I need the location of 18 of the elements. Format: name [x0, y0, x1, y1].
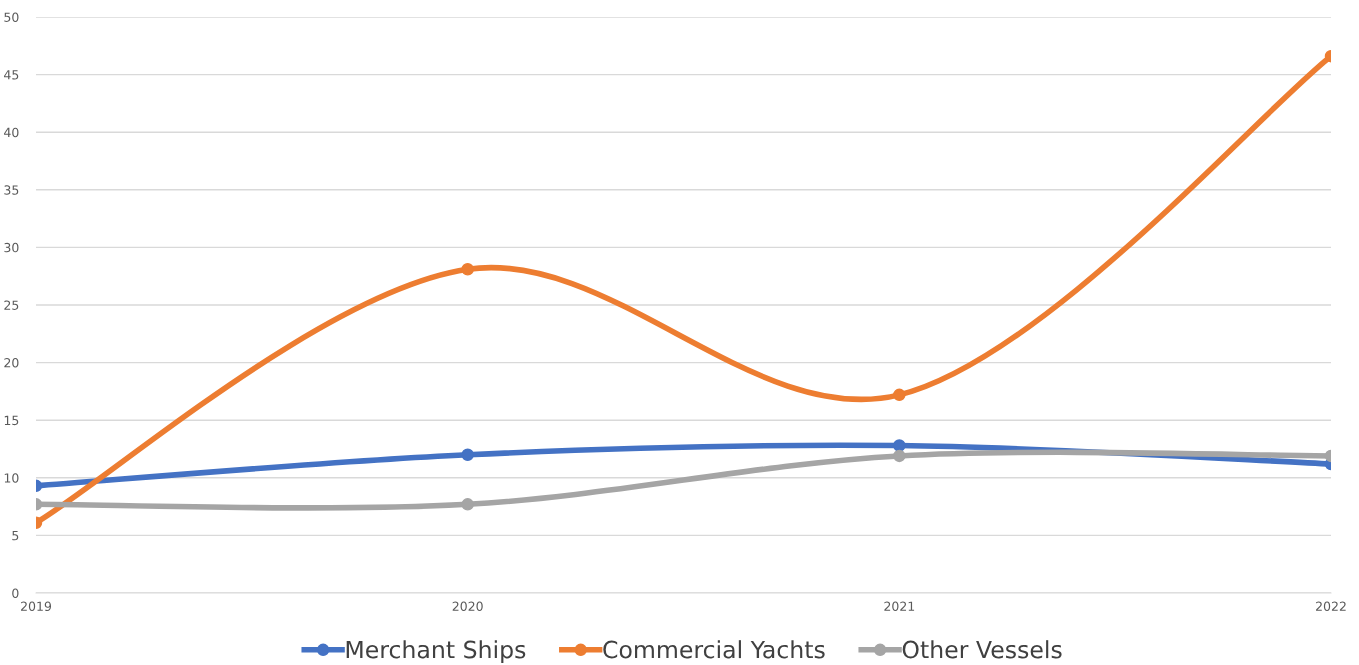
y-tick-label: 45 — [4, 70, 19, 80]
legend-label: Other Vessels — [902, 640, 1062, 659]
y-tick-label: 35 — [4, 185, 19, 195]
y-tick-label: 25 — [4, 300, 19, 310]
y-tick-label: 40 — [4, 127, 19, 138]
y-tick-label: 10 — [4, 473, 19, 483]
x-tick-label: 2021 — [884, 601, 915, 612]
y-tick-label: 5 — [12, 531, 19, 541]
y-tick-label: 15 — [4, 415, 19, 426]
x-tick-label: 2019 — [21, 601, 52, 612]
x-tick-label: 2022 — [1316, 601, 1346, 612]
legend-label: Merchant Ships — [346, 640, 526, 664]
y-tick-label: 50 — [4, 12, 19, 22]
y-tick-label: 0 — [12, 588, 19, 598]
y-tick-label: 20 — [4, 358, 19, 368]
legend-label: Commercial Yachts — [603, 640, 825, 659]
x-tick-label: 2020 — [452, 601, 483, 612]
y-tick-label: 30 — [4, 242, 19, 253]
